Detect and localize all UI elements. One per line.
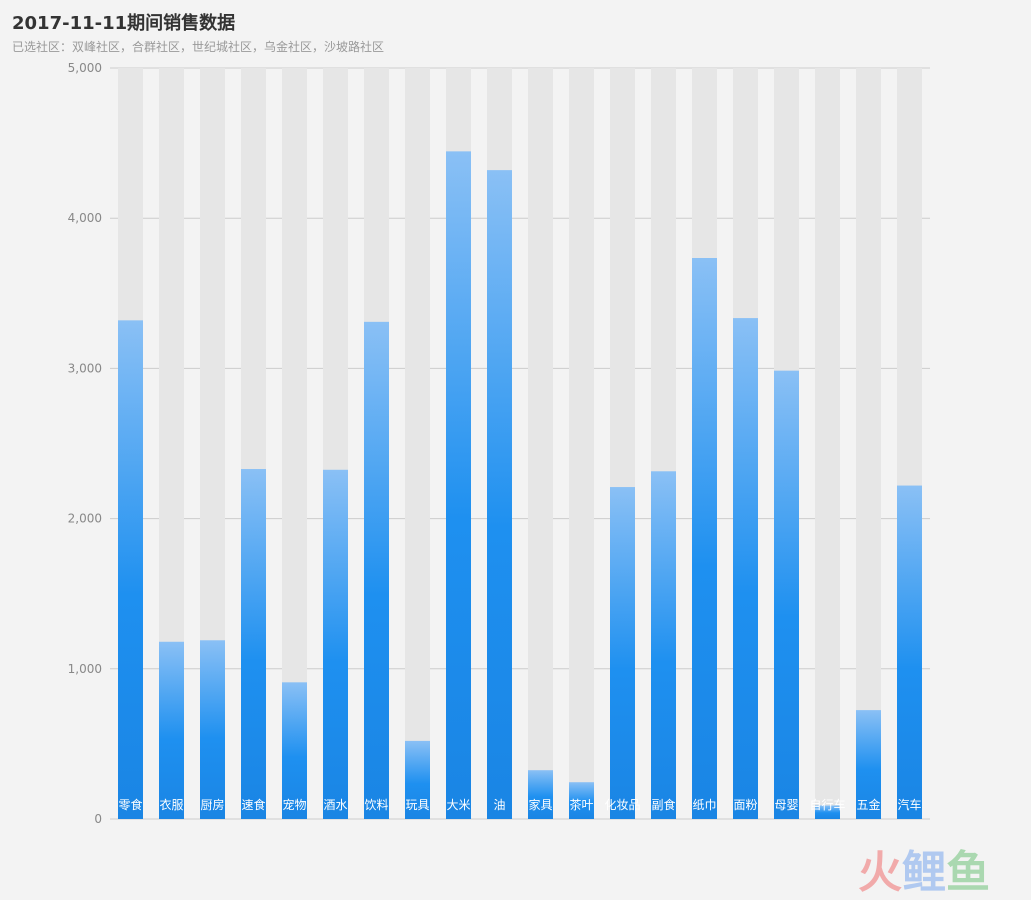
bar[interactable] [159,641,184,819]
bar[interactable] [405,740,430,819]
watermark-logo: 火鲤鱼 [858,836,990,900]
category-label: 零食 [118,797,142,812]
category-label: 大米 [446,798,470,812]
y-tick-label: 3,000 [68,361,102,375]
bar[interactable] [446,151,471,820]
category-label: 宠物 [282,797,306,812]
category-label: 衣服 [159,797,183,812]
bar[interactable] [774,370,799,819]
watermark-char-3: 鱼 [946,847,990,898]
y-tick-label: 1,000 [68,662,102,676]
grid-lines [110,67,930,820]
data-bars [118,151,922,820]
y-tick-label: 5,000 [68,61,102,75]
bar[interactable] [897,485,922,819]
bar[interactable] [323,469,348,819]
bar[interactable] [528,770,553,819]
chart-title: 2017-11-11期间销售数据 [12,13,236,34]
category-label: 速食 [241,797,265,812]
category-label: 玩具 [405,798,429,812]
bar[interactable] [569,782,594,819]
bar[interactable] [241,469,266,819]
category-label: 化妆品 [604,798,640,812]
bar[interactable] [651,471,676,819]
y-axis-ticks: 0 1,000 2,000 3,000 4,000 5,000 [68,61,102,826]
bar[interactable] [364,321,389,819]
y-tick-label: 4,000 [68,211,102,225]
category-labels: 零食 衣服 厨房 速食 宠物 酒水 饮料 玩具 大米 油 家具 茶叶 化妆品 副食 纸巾 面粉 母婴 自行车 五金 汽… [118,797,921,812]
bar[interactable] [733,318,758,819]
category-label: 汽车 [897,797,921,812]
category-label: 家具 [528,797,552,812]
bar[interactable] [856,710,881,819]
bar[interactable] [487,170,512,820]
category-label: 厨房 [200,797,224,812]
bar[interactable] [200,640,225,819]
category-label: 饮料 [364,798,388,812]
y-tick-label: 0 [94,812,102,826]
background-bar [528,68,553,819]
watermark-char-2: 鲤 [902,847,946,898]
background-bar [856,68,881,819]
bar[interactable] [610,487,635,819]
category-label: 纸巾 [692,798,716,812]
category-label: 茶叶 [569,797,593,812]
category-label: 副食 [651,797,675,812]
bar[interactable] [282,682,307,819]
background-bar [405,68,430,819]
bar[interactable] [118,320,143,819]
background-bar [569,68,594,819]
category-label: 母婴 [774,798,798,812]
bar[interactable] [815,805,840,819]
chart-subtitle: 已选社区：双峰社区，合群社区，世纪城社区，乌金社区，沙坡路社区 [12,40,385,54]
y-tick-label: 2,000 [68,512,102,526]
background-bars [118,68,922,819]
category-label: 自行车 [809,797,845,812]
bar[interactable] [692,258,717,819]
category-label: 酒水 [323,798,347,812]
category-label: 五金 [856,797,880,812]
watermark-char-1: 火 [858,847,902,898]
category-label: 油 [493,798,505,812]
category-label: 面粉 [733,798,757,812]
background-bar [815,68,840,819]
